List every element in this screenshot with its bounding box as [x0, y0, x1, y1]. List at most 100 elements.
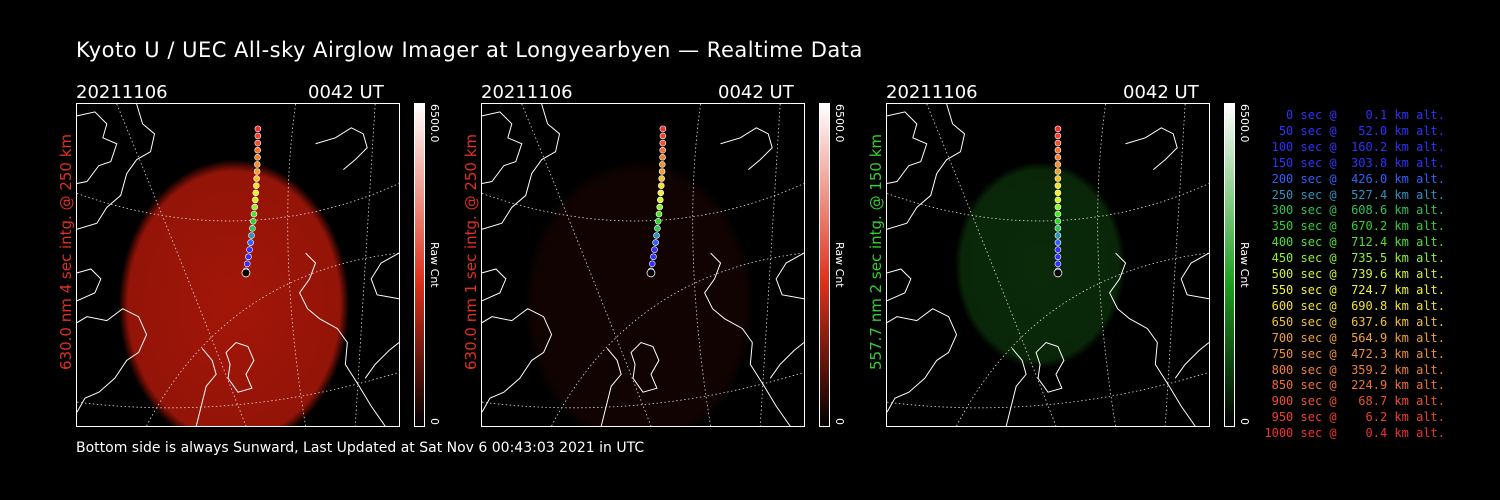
trajectory-point	[658, 182, 665, 189]
panel-3-time: 0042 UT	[1123, 82, 1199, 103]
coastline	[195, 348, 217, 426]
legend-row: 250 sec @ 527.4 km alt.	[1264, 187, 1445, 202]
coastline	[77, 308, 148, 413]
legend-row: 50 sec @ 52.0 km alt.	[1264, 123, 1445, 138]
geo-grid-line	[551, 252, 804, 426]
trajectory-point	[657, 196, 664, 204]
coastline	[887, 268, 912, 302]
trajectory-point	[653, 232, 660, 239]
panel-3-cbar-min: 0	[1238, 418, 1251, 425]
legend-row: 750 sec @ 472.3 km alt.	[1264, 346, 1445, 361]
coastline	[370, 252, 399, 300]
panel-1-time: 0042 UT	[308, 82, 384, 103]
coastline	[1174, 342, 1209, 379]
trajectory-point	[1054, 153, 1062, 161]
panel-1-cbar-min: 0	[428, 418, 441, 425]
trajectory-point	[247, 239, 254, 246]
coastline	[299, 252, 386, 426]
panel-2-cbar-max: 6500.0	[833, 104, 846, 143]
coastline	[720, 127, 773, 170]
coastline	[630, 341, 660, 393]
panel-2-date: 20211106	[481, 82, 573, 103]
coastline	[482, 308, 553, 413]
trajectory-point	[250, 210, 258, 218]
station-marker	[241, 268, 251, 278]
geo-grid-line	[77, 183, 399, 222]
panel-1-colorbar	[414, 103, 425, 427]
coastline	[887, 111, 928, 184]
trajectory-point	[252, 189, 260, 197]
trajectory-point	[253, 175, 260, 182]
panel-3-ylabel: 557.7 nm 2 sec intg. @ 150 km	[867, 133, 885, 370]
airglow-image	[954, 161, 1126, 369]
panel-2-ylabel: 630.0 nm 1 sec intg. @ 250 km	[462, 133, 480, 370]
trajectory-point	[658, 175, 665, 182]
panel-1-cbar-max: 6500.0	[428, 104, 441, 143]
trajectory-point	[1054, 253, 1062, 261]
panel-3-cbar-unit: Raw Cnt	[1238, 242, 1251, 288]
trajectory-point	[253, 168, 261, 175]
geo-grid-line	[926, 104, 1057, 426]
trajectory-point	[1054, 175, 1062, 182]
trajectory-point	[253, 182, 260, 189]
geo-grid-line	[956, 252, 1209, 426]
geo-grid-line	[287, 104, 306, 426]
legend-row: 650 sec @ 637.6 km alt.	[1264, 314, 1445, 329]
airglow-image	[118, 159, 350, 426]
geo-grid-line	[482, 183, 804, 222]
coastline	[775, 252, 804, 300]
legend-row: 700 sec @ 564.9 km alt.	[1264, 330, 1445, 345]
trajectory-point	[1054, 196, 1062, 204]
trajectory-point	[245, 253, 252, 261]
trajectory-point	[251, 203, 258, 211]
trajectory-point	[1054, 217, 1062, 225]
coastline	[769, 342, 804, 379]
trajectory-point	[1054, 246, 1062, 253]
trajectory-point	[254, 153, 261, 161]
coastline	[704, 252, 791, 426]
panel-2-time: 0042 UT	[718, 82, 794, 103]
trajectory-point	[656, 203, 663, 211]
trajectory-point	[659, 139, 667, 147]
legend-row: 350 sec @ 670.2 km alt.	[1264, 219, 1445, 234]
trajectory-legend: 0 sec @ 0.1 km alt. 50 sec @ 52.0 km alt…	[1260, 108, 1445, 442]
geo-grid-line	[887, 371, 1209, 409]
trajectory-point	[249, 225, 256, 232]
legend-row: 600 sec @ 690.8 km alt.	[1264, 298, 1445, 313]
legend-row: 500 sec @ 739.6 km alt.	[1264, 267, 1445, 282]
trajectory-point	[654, 217, 662, 225]
trajectory-point	[650, 253, 657, 261]
legend-row: 1000 sec @ 0.4 km alt.	[1264, 426, 1445, 441]
panel-1-ylabel: 630.0 nm 4 sec intg. @ 250 km	[57, 133, 75, 370]
trajectory-point	[651, 246, 658, 253]
trajectory-point	[648, 260, 656, 268]
coastline	[887, 104, 966, 230]
trajectory-point	[1054, 225, 1062, 232]
trajectory-point	[655, 210, 663, 218]
airglow-image	[523, 159, 755, 426]
coastline	[315, 127, 368, 170]
trajectory-point	[652, 239, 659, 246]
trajectory-point	[1054, 189, 1062, 197]
coastline	[887, 308, 958, 413]
trajectory-point	[246, 246, 253, 253]
panel-3-cbar-max: 6500.0	[1238, 104, 1251, 143]
trajectory-point	[658, 168, 666, 175]
trajectory-point	[659, 132, 667, 140]
panel-2-sky-image	[481, 103, 805, 427]
trajectory-point	[243, 260, 251, 268]
panel-3-colorbar	[1224, 103, 1235, 427]
trajectory-point	[1054, 203, 1062, 211]
trajectory-point	[1054, 210, 1062, 218]
legend-row: 300 sec @ 608.6 km alt.	[1264, 203, 1445, 218]
panel-3-date: 20211106	[886, 82, 978, 103]
trajectory-point	[248, 232, 255, 239]
trajectory-point	[654, 225, 661, 232]
legend-row: 100 sec @ 160.2 km alt.	[1264, 139, 1445, 154]
legend-row: 950 sec @ 6.2 km alt.	[1264, 410, 1445, 425]
legend-row: 450 sec @ 735.5 km alt.	[1264, 251, 1445, 266]
trajectory-point	[657, 189, 665, 197]
legend-row: 550 sec @ 724.7 km alt.	[1264, 282, 1445, 297]
coastline	[600, 348, 622, 426]
panel-1-sky-image	[76, 103, 400, 427]
